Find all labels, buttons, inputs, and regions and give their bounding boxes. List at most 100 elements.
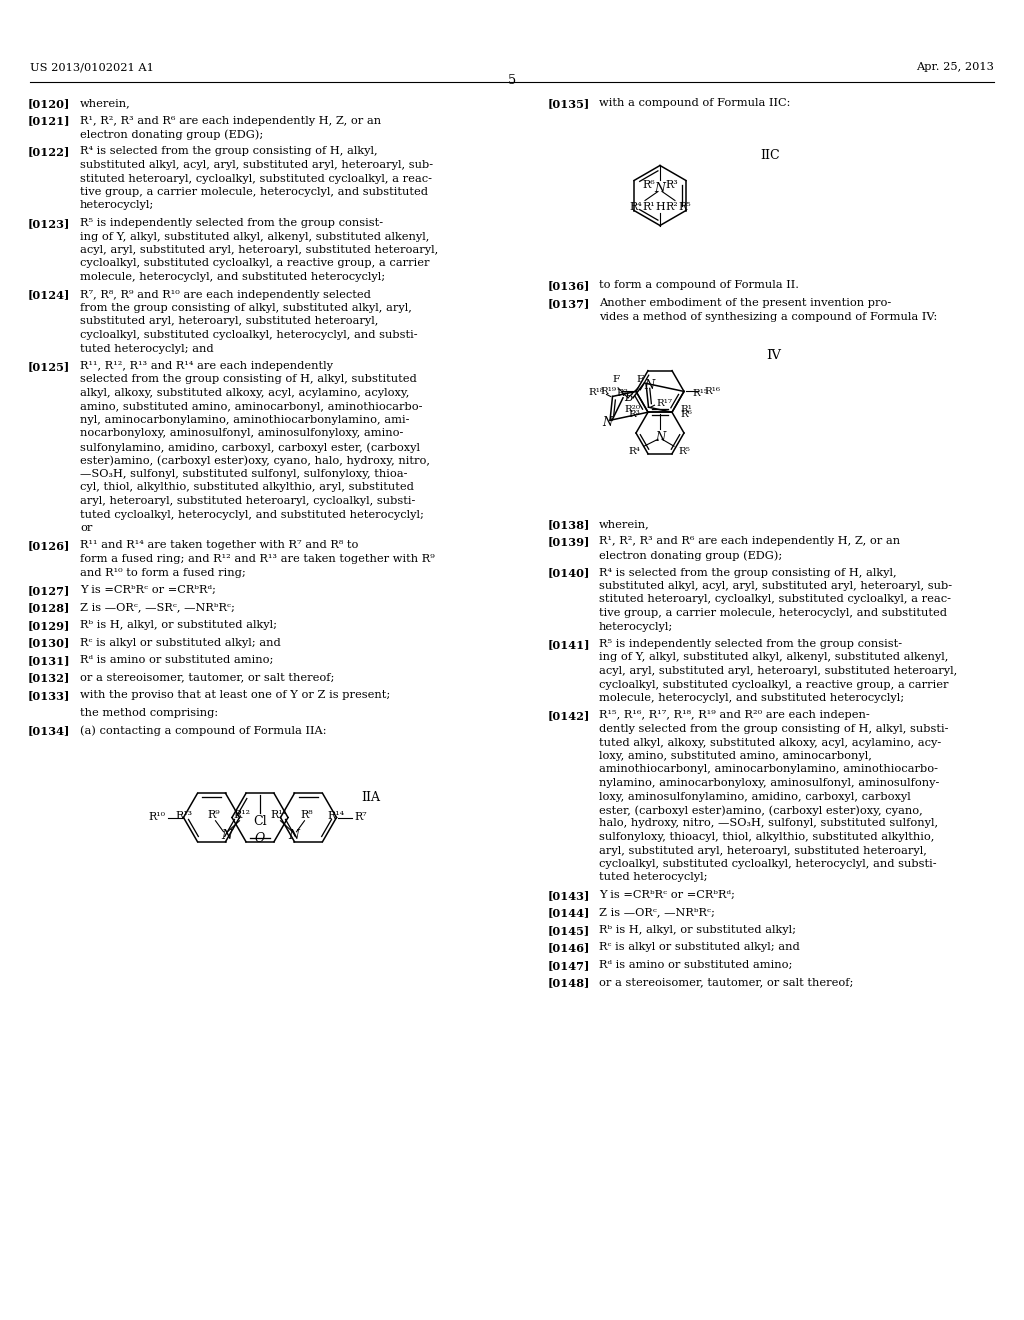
Text: cycloalkyl, substituted cycloalkyl, a reactive group, a carrier: cycloalkyl, substituted cycloalkyl, a re… — [80, 259, 429, 268]
Text: wherein,: wherein, — [80, 98, 131, 108]
Text: loxy, aminosulfonylamino, amidino, carboxyl, carboxyl: loxy, aminosulfonylamino, amidino, carbo… — [599, 792, 910, 801]
Text: tuted heterocyclyl;: tuted heterocyclyl; — [599, 873, 708, 883]
Text: R¹⁵: R¹⁵ — [692, 389, 708, 399]
Text: Y is =CRᵇRᶜ or =CRᵇRᵈ;: Y is =CRᵇRᶜ or =CRᵇRᵈ; — [599, 890, 735, 900]
Text: dently selected from the group consisting of H, alkyl, substi-: dently selected from the group consistin… — [599, 723, 948, 734]
Text: R⁵: R⁵ — [678, 447, 690, 457]
Text: R¹⁸: R¹⁸ — [589, 388, 604, 397]
Text: IIC: IIC — [760, 149, 779, 162]
Text: tuted heterocyclyl; and: tuted heterocyclyl; and — [80, 343, 214, 354]
Text: N: N — [644, 379, 654, 392]
Text: F: F — [612, 375, 620, 384]
Text: [0133]: [0133] — [28, 690, 71, 701]
Text: R²: R² — [666, 202, 678, 211]
Text: Cl: Cl — [253, 816, 267, 828]
Text: cycloalkyl, substituted cycloalkyl, heterocyclyl, and substi-: cycloalkyl, substituted cycloalkyl, hete… — [599, 859, 937, 869]
Text: US 2013/0102021 A1: US 2013/0102021 A1 — [30, 62, 154, 73]
Text: R¹, R², R³ and R⁶ are each independently H, Z, or an: R¹, R², R³ and R⁶ are each independently… — [599, 536, 900, 546]
Text: Rᵈ is amino or substituted amino;: Rᵈ is amino or substituted amino; — [80, 655, 273, 665]
Text: the method comprising:: the method comprising: — [80, 708, 218, 718]
Text: with a compound of Formula IIC:: with a compound of Formula IIC: — [599, 98, 791, 108]
Text: N: N — [288, 829, 299, 842]
Text: cycloalkyl, substituted cycloalkyl, heterocyclyl, and substi-: cycloalkyl, substituted cycloalkyl, hete… — [80, 330, 418, 341]
Text: from the group consisting of alkyl, substituted alkyl, aryl,: from the group consisting of alkyl, subs… — [80, 304, 412, 313]
Text: [0123]: [0123] — [28, 218, 71, 228]
Text: ing of Y, alkyl, substituted alkyl, alkenyl, substituted alkenyl,: ing of Y, alkyl, substituted alkyl, alke… — [599, 652, 948, 663]
Text: [0144]: [0144] — [548, 908, 590, 919]
Text: R³: R³ — [666, 180, 678, 190]
Text: nyl, aminocarbonylamino, aminothiocarbonylamino, ami-: nyl, aminocarbonylamino, aminothiocarbon… — [80, 414, 410, 425]
Text: Z is —ORᶜ, —SRᶜ, —NRᵇRᶜ;: Z is —ORᶜ, —SRᶜ, —NRᵇRᶜ; — [80, 602, 234, 612]
Text: [0142]: [0142] — [548, 710, 590, 722]
Text: R⁵ is independently selected from the group consist-: R⁵ is independently selected from the gr… — [80, 218, 383, 228]
Text: [0140]: [0140] — [548, 568, 590, 578]
Text: R¹³: R¹³ — [175, 812, 193, 821]
Text: loxy, amino, substituted amino, aminocarbonyl,: loxy, amino, substituted amino, aminocar… — [599, 751, 871, 762]
Text: sulfonylamino, amidino, carboxyl, carboxyl ester, (carboxyl: sulfonylamino, amidino, carboxyl, carbox… — [80, 442, 420, 453]
Text: R¹, R², R³ and R⁶ are each independently H, Z, or an: R¹, R², R³ and R⁶ are each independently… — [80, 116, 381, 125]
Text: aminothiocarbonyl, aminocarbonylamino, aminothiocarbo-: aminothiocarbonyl, aminocarbonylamino, a… — [599, 764, 938, 775]
Text: [0120]: [0120] — [28, 98, 71, 110]
Text: Apr. 25, 2013: Apr. 25, 2013 — [916, 62, 994, 73]
Text: [0122]: [0122] — [28, 147, 71, 157]
Text: [0129]: [0129] — [28, 620, 71, 631]
Text: IIA: IIA — [361, 791, 381, 804]
Text: substituted alkyl, acyl, aryl, substituted aryl, heteroaryl, sub-: substituted alkyl, acyl, aryl, substitut… — [80, 160, 433, 170]
Text: [0147]: [0147] — [548, 960, 590, 972]
Text: tuted alkyl, alkoxy, substituted alkoxy, acyl, acylamino, acy-: tuted alkyl, alkoxy, substituted alkoxy,… — [599, 738, 941, 747]
Text: R¹⁷: R¹⁷ — [656, 399, 673, 408]
Text: [0121]: [0121] — [28, 116, 71, 127]
Text: acyl, aryl, substituted aryl, heteroaryl, substituted heteroaryl,: acyl, aryl, substituted aryl, heteroaryl… — [80, 246, 438, 255]
Text: N: N — [602, 416, 612, 429]
Text: O: O — [255, 832, 265, 845]
Text: [0125]: [0125] — [28, 360, 71, 372]
Text: B: B — [624, 391, 633, 404]
Text: R⁴ is selected from the group consisting of H, alkyl,: R⁴ is selected from the group consisting… — [599, 568, 897, 578]
Text: [0124]: [0124] — [28, 289, 71, 301]
Text: electron donating group (EDG);: electron donating group (EDG); — [599, 550, 782, 561]
Text: [0128]: [0128] — [28, 602, 71, 614]
Text: N: N — [221, 829, 232, 842]
Text: IV: IV — [766, 348, 781, 362]
Text: electron donating group (EDG);: electron donating group (EDG); — [80, 129, 263, 140]
Text: nocarbonyloxy, aminosulfonyl, aminosulfonyloxy, amino-: nocarbonyloxy, aminosulfonyl, aminosulfo… — [80, 429, 403, 438]
Text: R⁹: R⁹ — [207, 809, 220, 820]
Text: [0126]: [0126] — [28, 540, 71, 552]
Text: Y is =CRᵇRᶜ or =CRᵇRᵈ;: Y is =CRᵇRᶜ or =CRᵇRᵈ; — [80, 585, 216, 595]
Text: R⁵ is independently selected from the group consist-: R⁵ is independently selected from the gr… — [599, 639, 902, 649]
Text: R⁷, R⁸, R⁹ and R¹⁰ are each independently selected: R⁷, R⁸, R⁹ and R¹⁰ are each independentl… — [80, 289, 371, 300]
Text: substituted alkyl, acyl, aryl, substituted aryl, heteroaryl, sub-: substituted alkyl, acyl, aryl, substitut… — [599, 581, 952, 591]
Text: [0131]: [0131] — [28, 655, 71, 667]
Text: Rᵇ is H, alkyl, or substituted alkyl;: Rᵇ is H, alkyl, or substituted alkyl; — [599, 925, 796, 935]
Text: R¹¹ and R¹⁴ are taken together with R⁷ and R⁸ to: R¹¹ and R¹⁴ are taken together with R⁷ a… — [80, 540, 358, 550]
Text: stituted heteroaryl, cycloalkyl, substituted cycloalkyl, a reac-: stituted heteroaryl, cycloalkyl, substit… — [80, 173, 432, 183]
Text: or a stereoisomer, tautomer, or salt thereof;: or a stereoisomer, tautomer, or salt the… — [599, 978, 853, 987]
Text: alkyl, alkoxy, substituted alkoxy, acyl, acylamino, acyloxy,: alkyl, alkoxy, substituted alkoxy, acyl,… — [80, 388, 410, 399]
Text: cyl, thiol, alkylthio, substituted alkylthio, aryl, substituted: cyl, thiol, alkylthio, substituted alkyl… — [80, 483, 414, 492]
Text: R¹²: R¹² — [232, 809, 250, 820]
Text: R³: R³ — [629, 409, 640, 418]
Text: R¹⁴: R¹⁴ — [328, 812, 345, 821]
Text: R¹: R¹ — [642, 202, 654, 211]
Text: amino, substituted amino, aminocarbonyl, aminothiocarbo-: amino, substituted amino, aminocarbonyl,… — [80, 401, 423, 412]
Text: or a stereoisomer, tautomer, or salt thereof;: or a stereoisomer, tautomer, or salt the… — [80, 672, 335, 682]
Text: [0130]: [0130] — [28, 638, 71, 648]
Text: Rᵇ is H, alkyl, or substituted alkyl;: Rᵇ is H, alkyl, or substituted alkyl; — [80, 620, 278, 630]
Text: [0146]: [0146] — [548, 942, 590, 953]
Text: Rᶜ is alkyl or substituted alkyl; and: Rᶜ is alkyl or substituted alkyl; and — [599, 942, 800, 953]
Text: R⁵: R⁵ — [678, 202, 690, 211]
Text: [0137]: [0137] — [548, 298, 590, 309]
Text: [0141]: [0141] — [548, 639, 591, 649]
Text: nylamino, aminocarbonyloxy, aminosulfonyl, aminosulfony-: nylamino, aminocarbonyloxy, aminosulfony… — [599, 777, 939, 788]
Text: acyl, aryl, substituted aryl, heteroaryl, substituted heteroaryl,: acyl, aryl, substituted aryl, heteroaryl… — [599, 667, 957, 676]
Text: substituted aryl, heteroaryl, substituted heteroaryl,: substituted aryl, heteroaryl, substitute… — [80, 317, 379, 326]
Text: tive group, a carrier molecule, heterocyclyl, and substituted: tive group, a carrier molecule, heterocy… — [599, 609, 947, 618]
Text: R¹⁰: R¹⁰ — [148, 813, 166, 822]
Text: vides a method of synthesizing a compound of Formula IV:: vides a method of synthesizing a compoun… — [599, 312, 937, 322]
Text: R⁸: R⁸ — [300, 809, 312, 820]
Text: [0148]: [0148] — [548, 978, 590, 989]
Text: halo, hydroxy, nitro, —SO₃H, sulfonyl, substituted sulfonyl,: halo, hydroxy, nitro, —SO₃H, sulfonyl, s… — [599, 818, 938, 829]
Text: R¹⁶: R¹⁶ — [705, 387, 720, 396]
Text: N: N — [655, 432, 666, 445]
Text: Rᵈ is amino or substituted amino;: Rᵈ is amino or substituted amino; — [599, 960, 793, 970]
